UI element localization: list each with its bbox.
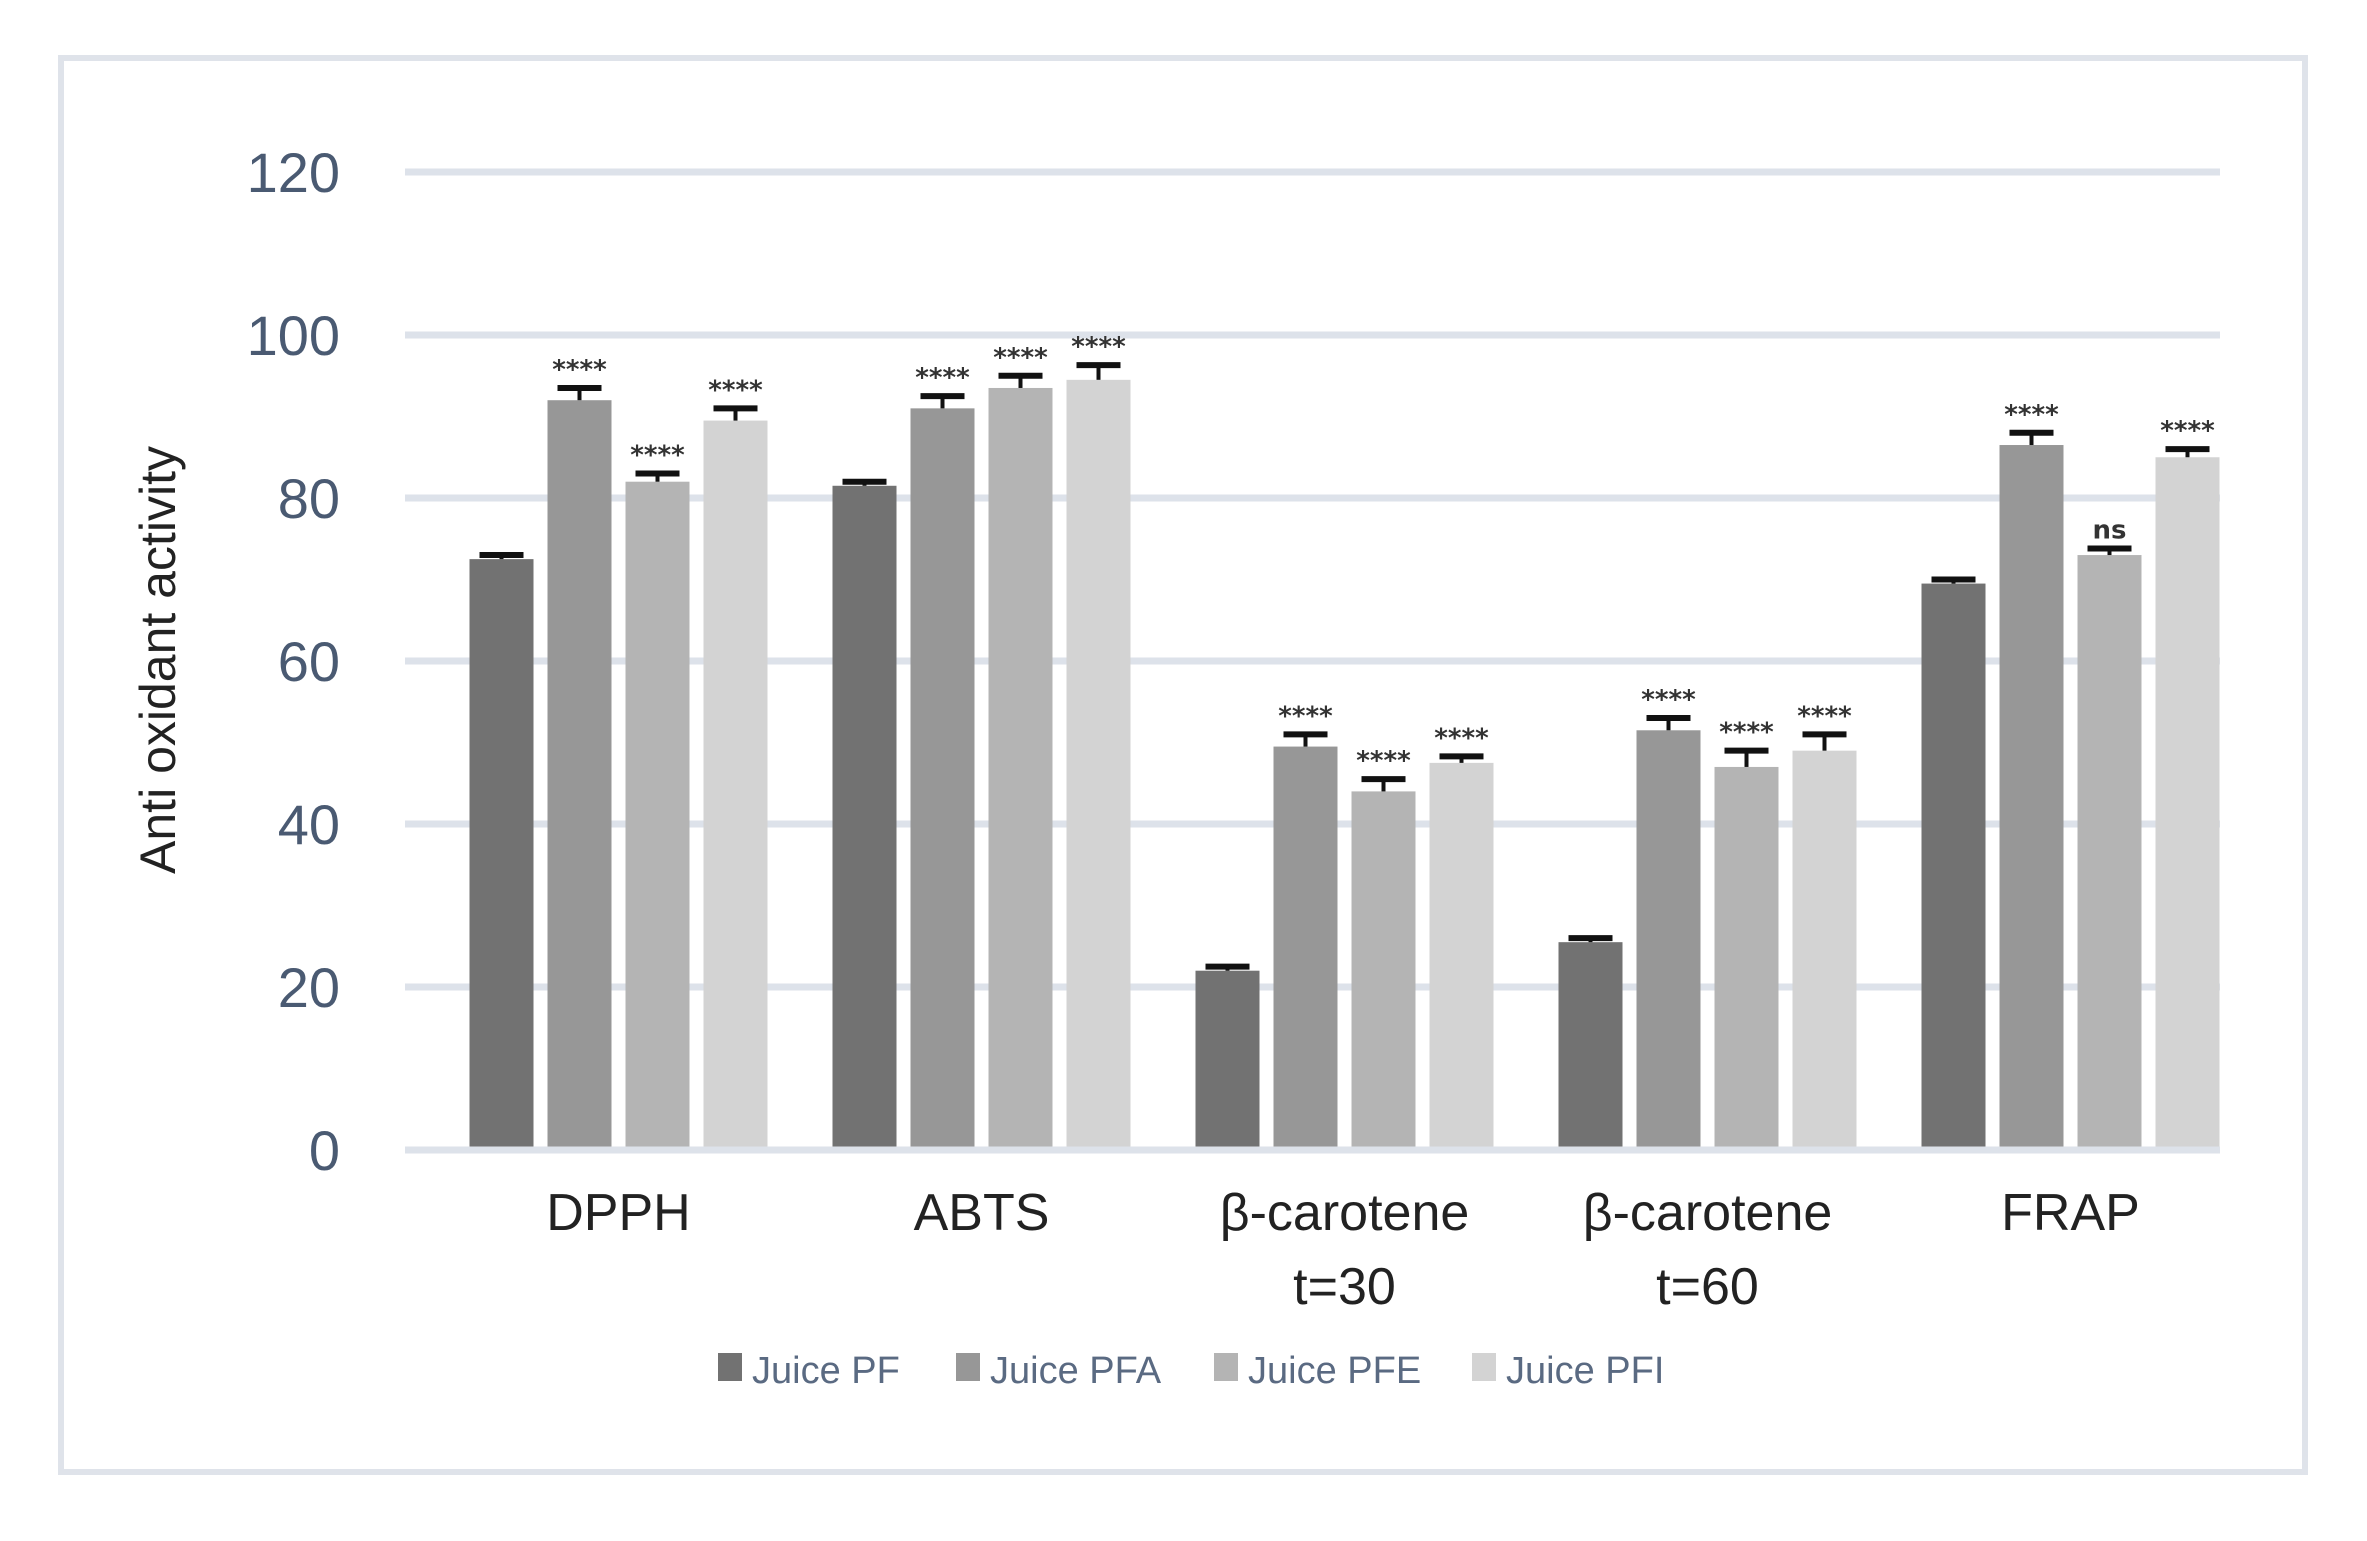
legend-label: Juice PFI — [1506, 1350, 1664, 1392]
legend-swatch — [718, 1353, 742, 1381]
significance-label: **** — [2160, 416, 2215, 446]
x-tick-label-line: t=60 — [1656, 1258, 1759, 1316]
significance-label: **** — [552, 355, 607, 385]
bar — [2077, 555, 2142, 1150]
bar — [703, 420, 768, 1150]
legend-swatch — [1472, 1353, 1496, 1381]
x-tick-label-line: β-carotene — [1220, 1184, 1470, 1242]
x-tick-label-line: ABTS — [914, 1184, 1050, 1242]
y-tick-label: 60 — [278, 630, 340, 693]
bar — [1273, 746, 1338, 1150]
x-tick-label: FRAP — [2001, 1184, 2140, 1242]
significance-label: **** — [1071, 332, 1126, 362]
y-tick-label: 0 — [309, 1119, 340, 1182]
bar — [625, 481, 690, 1150]
bar — [1714, 766, 1779, 1150]
significance-label: ns — [2093, 516, 2127, 546]
bar — [547, 400, 612, 1150]
y-tick-label: 40 — [278, 793, 340, 856]
y-tick-label: 120 — [247, 141, 340, 204]
bar — [988, 387, 1053, 1151]
significance-label: **** — [1641, 685, 1696, 715]
bar — [1792, 750, 1857, 1150]
y-tick-label: 100 — [247, 304, 340, 367]
legend: Juice PF Juice PFA Juice PFE Juice PFI — [718, 1350, 1664, 1392]
bar — [1921, 583, 1986, 1150]
x-tick-label: β-carotene t=60 — [1583, 1184, 1833, 1316]
bar — [2155, 457, 2220, 1150]
bar — [1195, 970, 1260, 1150]
legend-swatch — [1214, 1353, 1238, 1381]
x-tick-label: β-carotene t=30 — [1220, 1184, 1470, 1316]
bar — [1066, 379, 1131, 1150]
x-tick-label-line: FRAP — [2001, 1184, 2140, 1242]
bar — [910, 408, 975, 1151]
significance-label: **** — [993, 343, 1048, 373]
significance-label: **** — [1434, 723, 1489, 753]
significance-label: **** — [708, 375, 763, 405]
significance-label: **** — [1356, 746, 1411, 776]
bars: **** **** **** **** **** **** **** **** **** ****… — [469, 332, 2220, 1151]
y-tick-label: 20 — [278, 956, 340, 1019]
legend-label: Juice PF — [752, 1350, 900, 1392]
x-tick-label-line: t=30 — [1293, 1258, 1396, 1316]
bar — [832, 485, 897, 1150]
significance-label: **** — [2004, 400, 2059, 430]
legend-label: Juice PFE — [1248, 1350, 1421, 1392]
x-tick-label-line: β-carotene — [1583, 1184, 1833, 1242]
x-tick-label: DPPH — [546, 1184, 690, 1242]
bar — [1558, 942, 1623, 1150]
significance-label: **** — [1719, 718, 1774, 748]
significance-label: **** — [1278, 701, 1333, 731]
legend-swatch — [956, 1353, 980, 1381]
x-tick-label-line: DPPH — [546, 1184, 690, 1242]
bar — [1351, 791, 1416, 1150]
bar — [469, 559, 534, 1150]
bar — [1999, 445, 2064, 1150]
significance-label: **** — [915, 363, 970, 393]
x-tick-label: ABTS — [914, 1184, 1050, 1242]
y-tick-label: 80 — [278, 467, 340, 530]
y-axis-label: Anti oxidant activity — [130, 446, 186, 874]
significance-label: **** — [1797, 701, 1852, 731]
bar — [1636, 730, 1701, 1150]
legend-label: Juice PFA — [990, 1350, 1162, 1392]
bar — [1429, 762, 1494, 1150]
significance-label: **** — [630, 441, 685, 471]
